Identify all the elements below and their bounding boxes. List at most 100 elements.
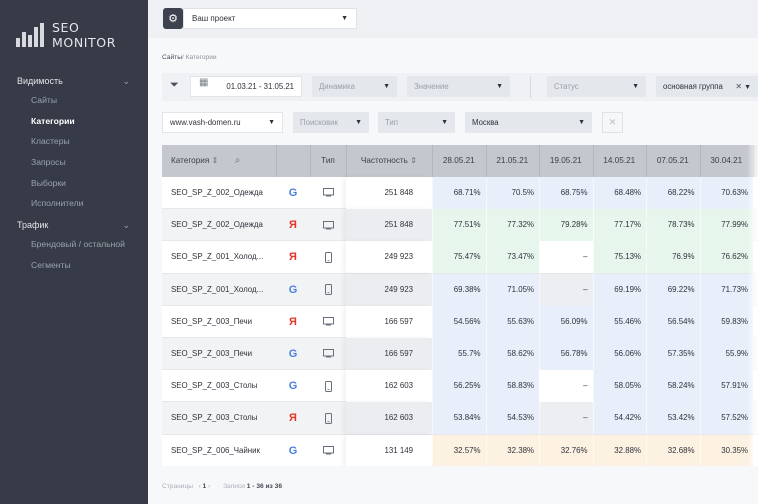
caret-down-icon: ▼ — [355, 119, 362, 126]
breadcrumb-root[interactable]: Сайты — [162, 54, 182, 61]
table-row[interactable]: SEO_SP_Z_003_Столы G 162 603 56.25% 58.83% –5… — [162, 370, 758, 403]
project-select[interactable]: Ваш проект ▼ — [183, 8, 357, 29]
domain-select[interactable]: www.vash-domen.ru ▼ — [162, 112, 283, 133]
logo-bars-icon — [16, 23, 44, 47]
header-date[interactable]: 28.05.21 — [442, 156, 475, 165]
table-row[interactable]: SEO_SP_Z_003_Печи Я 166 597 54.56% 55.63% 56.… — [162, 305, 758, 338]
search-icon[interactable]: ⌕ — [234, 155, 241, 166]
region-value: Москва — [472, 118, 499, 127]
domain-value: www.vash-domen.ru — [170, 118, 241, 127]
visibility-value: 32.88% — [592, 434, 646, 466]
header-date[interactable]: 21.05.21 — [496, 156, 529, 165]
sidebar-item-segments[interactable]: Сегменты — [31, 259, 71, 270]
sidebar-item-categories[interactable]: Категории — [31, 115, 75, 126]
table-row[interactable]: SEO_SP_Z_006_Чайник G 131 149 32.57% 32.38% 3… — [162, 434, 758, 466]
region-select[interactable]: Москва ▼ — [465, 112, 592, 133]
value-placeholder: Значение — [414, 82, 449, 91]
header-category-label: Категория — [171, 156, 210, 165]
category-name[interactable]: SEO_SP_Z_002_Одежда — [171, 220, 263, 230]
chevron-down-icon: ⌄ — [122, 75, 130, 86]
divider — [530, 76, 531, 98]
header-category[interactable]: Категория ⇕ ⌕ — [162, 145, 276, 177]
sidebar-nav: Видимость ⌄ Сайты Категории Кластеры Зап… — [0, 72, 148, 276]
sidebar: SEO MONITOR Видимость ⌄ Сайты Категории … — [0, 0, 148, 504]
reset-filters-button[interactable]: ✕ — [602, 112, 623, 133]
nav-group-visibility[interactable]: Видимость ⌄ — [0, 72, 148, 90]
visibility-value: 32.38% — [485, 434, 539, 466]
sidebar-item-sites[interactable]: Сайты — [31, 95, 57, 105]
table-row[interactable]: SEO_SP_Z_001_Холод... G 249 923 69.38% 71.05… — [162, 273, 758, 306]
header-frequency[interactable]: Частотность ⇕ — [346, 145, 432, 177]
group-select[interactable]: основная группа ✕ ▼ — [656, 76, 758, 97]
category-name[interactable]: SEO_SP_Z_003_Столы — [171, 381, 258, 391]
visibility-value: 32.57% — [432, 434, 486, 466]
dynamics-select[interactable]: Динамика ▼ — [312, 76, 397, 97]
header-date[interactable]: 30.04.21 — [710, 156, 743, 165]
logo[interactable]: SEO MONITOR — [16, 20, 148, 50]
frequency-value: 162 603 — [384, 381, 413, 391]
category-name[interactable]: SEO_SP_Z_001_Холод... — [171, 252, 264, 262]
sort-icon[interactable]: ⇕ — [410, 156, 418, 165]
filter-icon[interactable]: ⏷ — [170, 79, 179, 91]
category-name[interactable]: SEO_SP_Z_003_Столы — [171, 413, 258, 423]
header-type[interactable]: Тип — [321, 156, 335, 165]
mobile-icon — [316, 241, 341, 273]
google-icon: G — [288, 283, 298, 296]
visibility-value: 69.19% — [592, 273, 646, 306]
nav-group-traffic[interactable]: Трафик ⌄ — [0, 216, 148, 234]
filter-row-secondary: www.vash-domen.ru ▼ Поисковик ▼ Тип ▼ Мо… — [162, 111, 758, 135]
date-range-picker[interactable]: 01.03.21 - 31.05.21 — [190, 76, 302, 97]
value-select[interactable]: Значение ▼ — [407, 76, 510, 97]
clear-icon[interactable]: ✕ — [735, 82, 742, 91]
status-select[interactable]: Статус ▼ — [547, 76, 646, 97]
header-date[interactable]: 19.05.21 — [549, 156, 582, 165]
sidebar-item-executors[interactable]: Исполнители — [31, 198, 84, 209]
type-select[interactable]: Тип ▼ — [378, 112, 455, 133]
category-name[interactable]: SEO_SP_Z_002_Одежда — [171, 188, 263, 197]
header-date[interactable]: 14.05.21 — [603, 156, 636, 165]
table-row[interactable]: SEO_SP_Z_002_Одежда G 251 848 68.71% 70.5% 68… — [162, 177, 758, 210]
visibility-value: 56.54% — [646, 305, 700, 338]
desktop-icon — [316, 177, 341, 209]
yandex-icon: Я — [289, 315, 297, 328]
visibility-value: 56.09% — [539, 305, 593, 338]
gear-icon[interactable]: ⚙ — [163, 8, 183, 29]
category-name[interactable]: SEO_SP_Z_003_Печи — [171, 349, 253, 358]
category-name[interactable]: SEO_SP_Z_001_Холод... — [171, 284, 264, 294]
visibility-value: 54.56% — [432, 305, 486, 338]
visibility-value: 77.17% — [592, 209, 646, 242]
sidebar-item-brand[interactable]: Брендовый / остальной — [31, 239, 125, 250]
table-row[interactable]: SEO_SP_Z_003_Столы Я 162 603 53.84% 54.53% –5… — [162, 402, 758, 435]
visibility-value: 53.42% — [646, 402, 700, 435]
visibility-value: 57.52% — [699, 402, 753, 435]
header-date[interactable]: 07.05.21 — [656, 156, 689, 165]
sort-icon[interactable]: ⇕ — [211, 156, 219, 165]
visibility-value: 75.13% — [592, 241, 646, 274]
table-row[interactable]: SEO_SP_Z_001_Холод... Я 249 923 75.47% 73.47… — [162, 241, 758, 274]
visibility-value: 71.73% — [699, 273, 753, 306]
visibility-value: 56.06% — [592, 338, 646, 370]
sidebar-item-queries[interactable]: Запросы — [31, 157, 66, 168]
next-page-icon[interactable]: › — [208, 483, 211, 490]
visibility-value: 56.25% — [432, 370, 486, 403]
visibility-value: 69.22% — [646, 273, 700, 306]
category-name[interactable]: SEO_SP_Z_006_Чайник — [171, 445, 261, 455]
visibility-value: 71.05% — [485, 273, 539, 306]
desktop-icon — [316, 338, 341, 370]
visibility-value: 76.9% — [646, 241, 700, 274]
search-engine-select[interactable]: Поисковик ▼ — [293, 112, 369, 133]
table-row[interactable]: SEO_SP_Z_003_Печи G 166 597 55.7% 58.62% 56.7… — [162, 338, 758, 371]
date-range-value: 01.03.21 - 31.05.21 — [226, 82, 294, 91]
desktop-icon — [316, 209, 341, 241]
visibility-value: 77.99% — [699, 209, 753, 242]
current-page[interactable]: 1 — [202, 483, 207, 490]
prev-page-icon[interactable]: ‹ — [198, 483, 201, 490]
visibility-value: – — [539, 402, 593, 435]
table-row[interactable]: SEO_SP_Z_002_Одежда Я 251 848 77.51% 77.32% 7… — [162, 209, 758, 242]
sidebar-item-clusters[interactable]: Кластеры — [31, 136, 70, 147]
sidebar-item-selections[interactable]: Выборки — [31, 177, 66, 188]
caret-down-icon: ▼ — [268, 119, 275, 126]
visibility-value: 77.51% — [432, 209, 486, 242]
visibility-value: 55.46% — [592, 305, 646, 338]
category-name[interactable]: SEO_SP_Z_003_Печи — [171, 316, 253, 326]
